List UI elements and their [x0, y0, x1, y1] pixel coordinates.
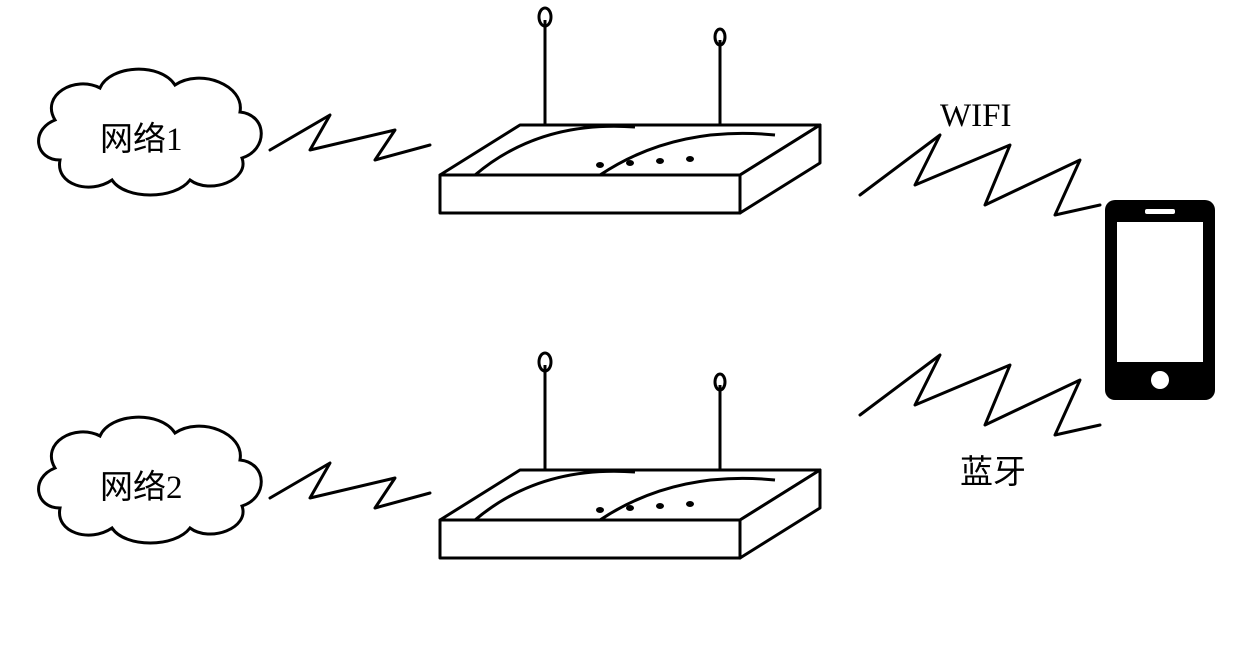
- signal-router2-phone: [860, 355, 1100, 435]
- signal-cloud2-router2: [270, 463, 430, 508]
- router-2-icon: [440, 353, 820, 558]
- router-1-icon: [440, 8, 820, 213]
- cloud-2-label: 网络2: [100, 460, 183, 508]
- diagram-stage: 网络1 网络2 WIFI 蓝牙: [0, 0, 1240, 649]
- phone-icon: [1105, 200, 1215, 400]
- signal-wifi-label: WIFI: [940, 98, 1011, 135]
- cloud-1-label: 网络1: [100, 112, 183, 160]
- signal-cloud1-router1: [270, 115, 430, 160]
- signal-bluetooth-label: 蓝牙: [960, 445, 1026, 493]
- diagram-svg: [0, 0, 1240, 649]
- signal-router1-phone: [860, 135, 1100, 215]
